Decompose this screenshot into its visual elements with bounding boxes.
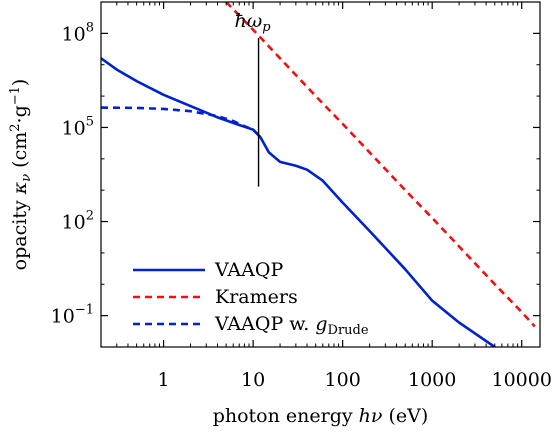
plot-frame [100, 1, 541, 348]
y-tick-label: 108 [62, 20, 94, 45]
series-line-1 [101, 57, 496, 347]
x-axis-ticks: 1 10 100 1000 10000 [100, 2, 552, 391]
y-axis-label: opacity κν (cm2·g−1) [8, 79, 34, 271]
x-tick-label: 10000 [491, 369, 551, 391]
chart-marks [101, 2, 536, 347]
x-tick-label: 100 [325, 369, 361, 391]
y-tick-label: 105 [62, 114, 94, 139]
x-tick-label: 10 [241, 369, 265, 391]
y-axis-ticks: 10−1 102 105 108 [51, 1, 540, 348]
y-tick-label: 10−1 [51, 303, 94, 328]
legend-label-3: VAAQP w. gDrude [214, 313, 369, 338]
legend-label-1: VAAQP [214, 259, 283, 281]
series-line-3 [101, 106, 262, 138]
x-tick-label: 1000 [408, 369, 456, 391]
series-line-2 [225, 2, 536, 328]
x-tick-label: 1 [158, 369, 170, 391]
legend: VAAQP Kramers VAAQP w. gDrude [133, 259, 369, 338]
y-tick-label: 102 [62, 209, 94, 234]
legend-label-2: Kramers [215, 286, 298, 308]
x-axis-label: photon energy hν (eV) [213, 405, 429, 427]
plasma-frequency-label: ħωp [235, 10, 272, 35]
